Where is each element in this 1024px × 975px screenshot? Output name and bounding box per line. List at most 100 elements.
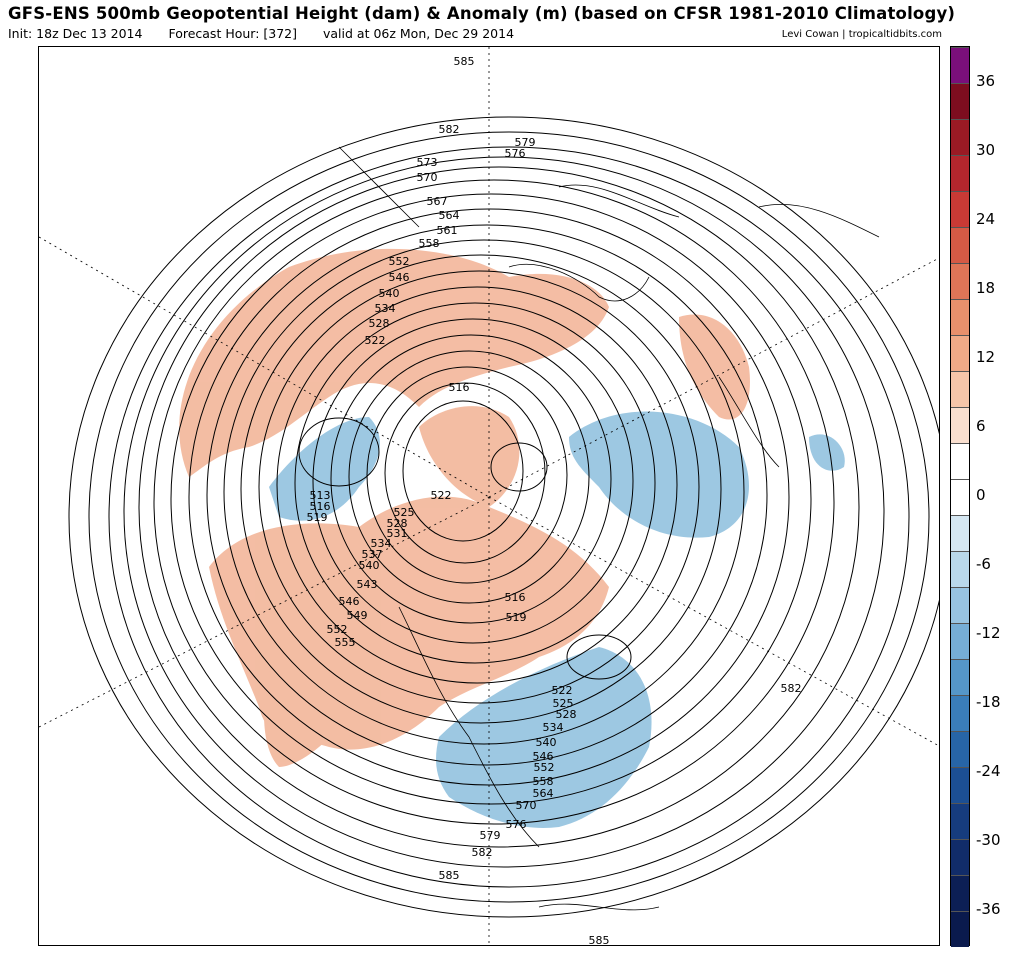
chart-subtitle: Init: 18z Dec 13 2014 Forecast Hour: [37…	[8, 26, 536, 41]
colorbar-label: 36	[976, 72, 996, 90]
contour-label: 525	[394, 506, 415, 519]
contour-label: 513	[310, 489, 331, 502]
map-panel: 585 582 579 576 573 570 567 564 561 558 552 546 540 5…	[38, 46, 940, 946]
colorbar-label: 0	[976, 486, 986, 504]
contour-label: 576	[505, 147, 526, 160]
contour-label: 522	[431, 489, 452, 502]
contour-label: 558	[533, 775, 554, 788]
colorbar-segment	[951, 803, 969, 839]
colorbar-segment	[951, 479, 969, 515]
contour-label: 528	[387, 517, 408, 530]
contour-label: 546	[533, 750, 554, 763]
contour-label: 582	[472, 846, 493, 859]
contour-label: 537	[362, 548, 383, 561]
chart-title: GFS-ENS 500mb Geopotential Height (dam) …	[8, 4, 956, 23]
colorbar-label: -18	[976, 693, 1001, 711]
contour-label: 570	[417, 171, 438, 184]
author-credit: Levi Cowan | tropicaltidbits.com	[781, 29, 942, 40]
colorbar-segment	[951, 587, 969, 623]
contour-label: 579	[515, 136, 536, 149]
coastlines	[338, 146, 880, 911]
colorbar-label: -36	[976, 900, 1001, 918]
contour-label: 585	[439, 869, 460, 882]
contour-label: 528	[369, 317, 390, 330]
colorbar-label: -6	[976, 555, 991, 573]
init-time: Init: 18z Dec 13 2014	[8, 26, 143, 41]
contour-label: 534	[371, 537, 392, 550]
colorbar-segment	[951, 443, 969, 479]
colorbar-label: -30	[976, 831, 1001, 849]
contour-label: 570	[516, 799, 537, 812]
contour-label: 564	[533, 787, 554, 800]
forecast-hour: Forecast Hour: [372]	[168, 26, 298, 41]
colorbar-label: 18	[976, 279, 996, 297]
colorbar-label: 30	[976, 141, 996, 159]
colorbar-segment	[951, 83, 969, 119]
contour-label: 555	[335, 636, 356, 649]
contour-label: 567	[427, 195, 448, 208]
contour-label: 552	[327, 623, 348, 636]
contour-label: 579	[480, 829, 501, 842]
colorbar-segment	[951, 659, 969, 695]
colorbar-segment	[951, 371, 969, 407]
contour-labels: 5855825795765735705675645615585525465405…	[307, 55, 802, 946]
contour-label: 552	[534, 761, 555, 774]
contour-label: 522	[365, 334, 386, 347]
contour-label: 546	[389, 271, 410, 284]
colorbar-segment	[951, 515, 969, 551]
contour-label: 516	[505, 591, 526, 604]
valid-time: valid at 06z Mon, Dec 29 2014	[323, 26, 515, 41]
contour-label: 540	[536, 736, 557, 749]
contour-label: 558	[419, 237, 440, 250]
polar-stereographic-map: 5855825795765735705675645615585525465405…	[39, 47, 939, 946]
colorbar-label: 6	[976, 417, 986, 435]
contour-label: 534	[543, 721, 564, 734]
contour-label: 522	[552, 684, 573, 697]
colorbar-segment	[951, 407, 969, 443]
contour-label: 519	[307, 511, 328, 524]
colorbar-segment	[951, 623, 969, 659]
colorbar-segment	[951, 119, 969, 155]
colorbar-segment	[951, 263, 969, 299]
contour-label: 546	[339, 595, 360, 608]
contour-label: 528	[556, 708, 577, 721]
colorbar-segment	[951, 227, 969, 263]
colorbar-segment	[951, 767, 969, 803]
contour-label: 540	[379, 287, 400, 300]
anomaly-colorbar	[950, 46, 970, 947]
contour-label: 531	[387, 527, 408, 540]
colorbar-segment	[951, 551, 969, 587]
colorbar-segment	[951, 695, 969, 731]
contour-label: 552	[389, 255, 410, 268]
colorbar-label: 24	[976, 210, 996, 228]
colorbar-segment	[951, 47, 969, 83]
contour-label: 582	[439, 123, 460, 136]
colorbar-segment	[951, 155, 969, 191]
contour-label: 534	[375, 302, 396, 315]
contour-label: 564	[439, 209, 460, 222]
contour-label: 561	[437, 224, 458, 237]
colorbar-segment	[951, 299, 969, 335]
contour-label: 549	[347, 609, 368, 622]
lat-lon-grid	[39, 47, 939, 945]
colorbar-segment	[951, 911, 969, 947]
contour-label: 585	[454, 55, 475, 68]
colorbar-segment	[951, 875, 969, 911]
colorbar-segment	[951, 335, 969, 371]
contour-label: 516	[310, 500, 331, 513]
contour-label: 573	[417, 156, 438, 169]
contour-label: 582	[781, 682, 802, 695]
colorbar-segment	[951, 731, 969, 767]
contour-label: 540	[359, 559, 380, 572]
contour-label: 525	[553, 697, 574, 710]
colorbar-label: -12	[976, 624, 1001, 642]
colorbar-label: -24	[976, 762, 1001, 780]
contour-label: 576	[506, 818, 527, 831]
contour-label: 516	[449, 381, 470, 394]
contour-label: 543	[357, 578, 378, 591]
colorbar-segment	[951, 839, 969, 875]
colorbar-segment	[951, 191, 969, 227]
colorbar-label: 12	[976, 348, 996, 366]
contour-label: 585	[589, 934, 610, 946]
contour-label: 519	[506, 611, 527, 624]
